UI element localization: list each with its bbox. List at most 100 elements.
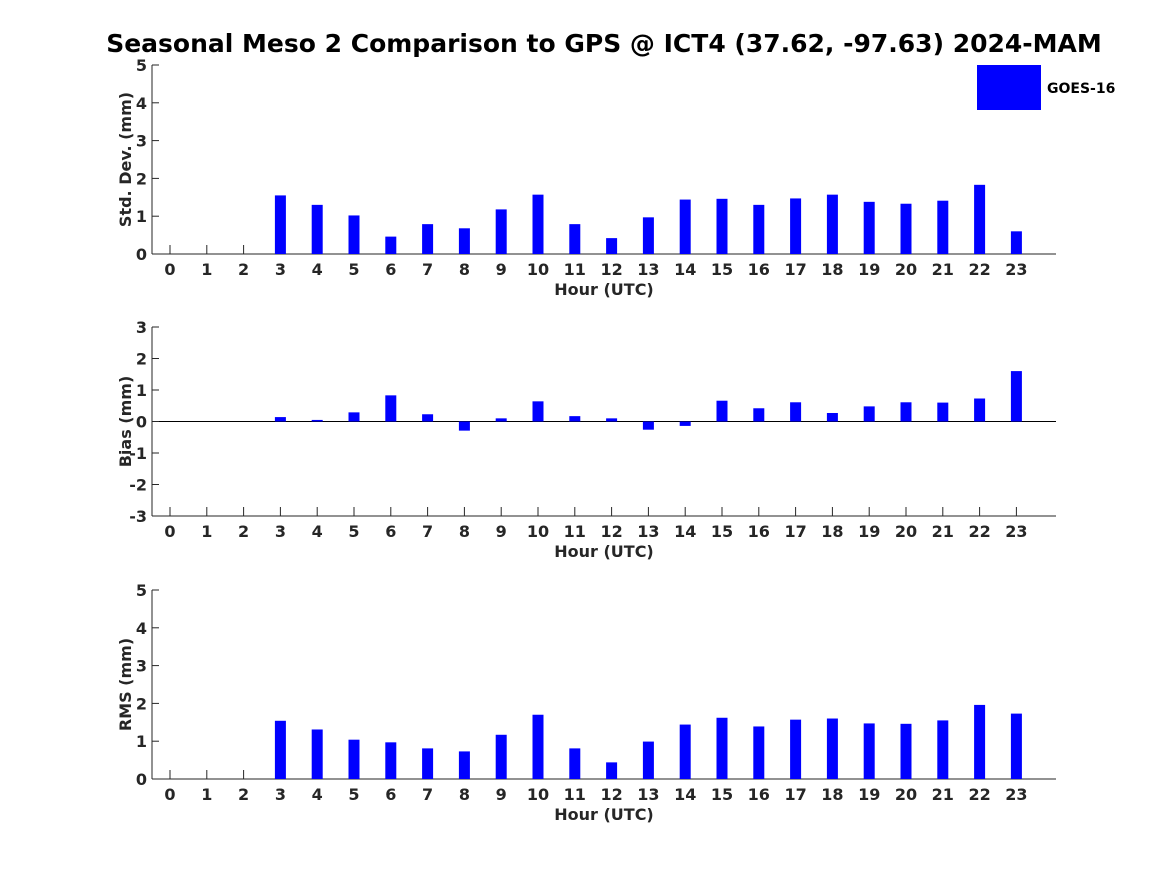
bias-bar [311, 419, 323, 422]
std-dev-x-tick-label: 1 [201, 260, 212, 279]
bias-x-tick-label: 15 [711, 522, 733, 541]
rms-bar [1010, 713, 1022, 779]
rms-x-tick-label: 21 [932, 785, 954, 804]
std-dev-bar [826, 194, 838, 254]
rms-x-tick-label: 15 [711, 785, 733, 804]
std-dev-bar [863, 201, 875, 254]
bias-y-tick-label: -3 [129, 507, 147, 526]
rms-x-tick-label: 16 [748, 785, 770, 804]
std-dev-bar [753, 204, 765, 254]
rms-x-tick-label: 11 [564, 785, 586, 804]
bias-bar [606, 418, 618, 422]
rms-bar [311, 729, 323, 779]
std-dev-bar [679, 199, 691, 254]
rms-bar [863, 723, 875, 779]
bias-x-tick-label: 10 [527, 522, 549, 541]
rms-bar [642, 741, 654, 779]
std-dev-bar [606, 238, 618, 254]
bias-bar [974, 398, 986, 422]
std-dev-y-tick-label: 0 [136, 245, 147, 264]
bias-x-tick-label: 17 [784, 522, 806, 541]
std-dev-bar [532, 194, 544, 254]
bias-bar [274, 417, 286, 422]
std-dev-x-tick-label: 2 [238, 260, 249, 279]
std-dev-bar [348, 215, 360, 254]
std-dev-x-tick-label: 18 [821, 260, 843, 279]
bias-x-tick-label: 11 [564, 522, 586, 541]
std-dev-x-tick-label: 19 [858, 260, 880, 279]
bias-x-tick-label: 1 [201, 522, 212, 541]
std-dev-x-tick-label: 11 [564, 260, 586, 279]
std-dev-x-tick-label: 8 [459, 260, 470, 279]
rms-bar [790, 719, 802, 779]
std-dev-y-label: Std. Dev. (mm) [116, 92, 135, 227]
rms-y-tick-label: 5 [136, 581, 147, 600]
std-dev-y-tick-label: 4 [136, 94, 147, 113]
rms-x-tick-label: 1 [201, 785, 212, 804]
rms-x-tick-label: 5 [348, 785, 359, 804]
rms-bar [532, 714, 544, 779]
rms-x-tick-label: 9 [496, 785, 507, 804]
rms-y-tick-label: 1 [136, 732, 147, 751]
std-dev-x-tick-label: 15 [711, 260, 733, 279]
bias-bar [679, 421, 691, 426]
std-dev-x-tick-label: 5 [348, 260, 359, 279]
rms-x-tick-label: 10 [527, 785, 549, 804]
bias-x-tick-label: 7 [422, 522, 433, 541]
std-dev-x-tick-label: 4 [312, 260, 323, 279]
std-dev-bar [716, 198, 728, 254]
rms-x-label: Hour (UTC) [554, 805, 654, 824]
std-dev-x-tick-label: 17 [784, 260, 806, 279]
bias-x-tick-label: 0 [164, 522, 175, 541]
bias-x-tick-label: 22 [968, 522, 990, 541]
rms-bar [937, 720, 949, 779]
std-dev-x-tick-label: 0 [164, 260, 175, 279]
rms-x-tick-label: 19 [858, 785, 880, 804]
bias-x-tick-label: 18 [821, 522, 843, 541]
rms-x-tick-label: 14 [674, 785, 696, 804]
bias-x-tick-label: 3 [275, 522, 286, 541]
std-dev-x-tick-label: 3 [275, 260, 286, 279]
std-dev-bar [274, 195, 286, 254]
std-dev-bar [790, 198, 802, 254]
std-dev-x-tick-label: 9 [496, 260, 507, 279]
rms-bar [385, 742, 397, 779]
rms-y-tick-label: 2 [136, 694, 147, 713]
bias-y-tick-label: 1 [136, 381, 147, 400]
rms-bar [826, 718, 838, 779]
bias-y-label: Bias (mm) [116, 376, 135, 468]
bias-bar [716, 400, 728, 422]
bias-bar [458, 421, 470, 431]
rms-x-tick-label: 22 [968, 785, 990, 804]
std-dev-x-tick-label: 12 [600, 260, 622, 279]
bias-y-tick-label: -2 [129, 476, 147, 495]
chart-title: Seasonal Meso 2 Comparison to GPS @ ICT4… [106, 29, 1102, 58]
bias-x-tick-label: 14 [674, 522, 696, 541]
rms-bar [679, 724, 691, 779]
bias-x-tick-label: 20 [895, 522, 917, 541]
rms-bar [900, 723, 912, 779]
rms-x-tick-label: 18 [821, 785, 843, 804]
bias-x-tick-label: 8 [459, 522, 470, 541]
bias-x-tick-label: 16 [748, 522, 770, 541]
bias-x-tick-label: 23 [1005, 522, 1027, 541]
std-dev-x-tick-label: 13 [637, 260, 659, 279]
rms-x-tick-label: 4 [312, 785, 323, 804]
bias-bar [900, 402, 912, 422]
std-dev-y-tick-label: 5 [136, 56, 147, 75]
bias-y-tick-label: 0 [136, 413, 147, 432]
rms-y-tick-label: 3 [136, 657, 147, 676]
bias-bar [495, 418, 507, 422]
bias-x-tick-label: 2 [238, 522, 249, 541]
bias-x-tick-label: 12 [600, 522, 622, 541]
rms-x-tick-label: 2 [238, 785, 249, 804]
legend-label: GOES-16 [1047, 81, 1115, 97]
bias-bar [532, 401, 544, 422]
std-dev-bar [937, 200, 949, 254]
rms-bar [274, 720, 286, 779]
std-dev-bar [422, 224, 434, 254]
std-dev-bar [569, 224, 581, 254]
std-dev-bar [974, 184, 986, 254]
